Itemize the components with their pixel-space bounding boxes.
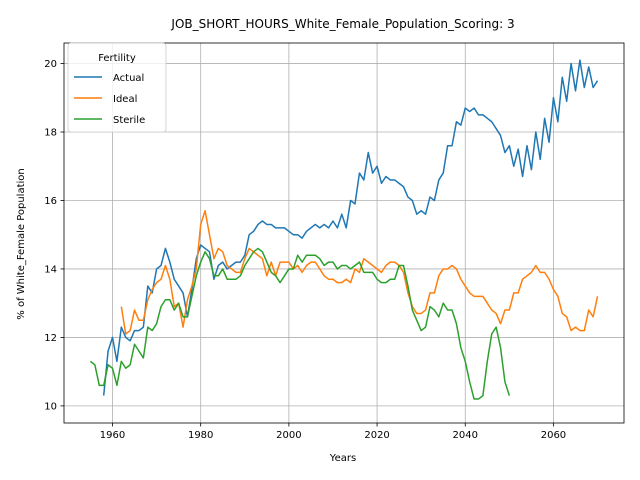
x-tick-label: 1960 [100,430,125,441]
x-axis: 1960 1980 2000 2020 2040 2060 [100,423,566,441]
legend-title: Fertility [98,53,136,64]
x-axis-title: Years [329,453,356,464]
x-tick-label: 1980 [188,430,213,441]
y-axis-title: % of White_Female Population [16,168,27,319]
x-tick-label: 2000 [276,430,301,441]
grid [64,43,624,423]
x-tick-label: 2020 [364,430,389,441]
series-line-sterile [90,247,511,400]
y-tick-label: 12 [44,333,57,344]
series-layer [90,59,599,400]
legend-items: Actual Ideal Sterile [74,73,145,126]
y-axis: 10 12 14 16 18 20 [44,59,64,412]
y-tick-label: 10 [44,401,57,412]
plot-frame [63,42,625,424]
legend-label-ideal: Ideal [113,94,137,105]
y-tick-label: 20 [44,59,57,70]
series-line-ideal [120,210,599,335]
legend-box [67,42,167,133]
legend-label-sterile: Sterile [113,115,145,126]
y-tick-label: 14 [44,264,57,275]
legend: Fertility Actual Ideal Sterile [67,42,167,133]
chart-title: JOB_SHORT_HOURS_White_Female_Population_… [170,17,514,31]
y-tick-label: 18 [44,128,57,139]
x-tick-label: 2060 [541,430,566,441]
y-tick-label: 16 [44,196,57,207]
legend-label-actual: Actual [113,73,144,84]
x-tick-label: 2040 [453,430,478,441]
